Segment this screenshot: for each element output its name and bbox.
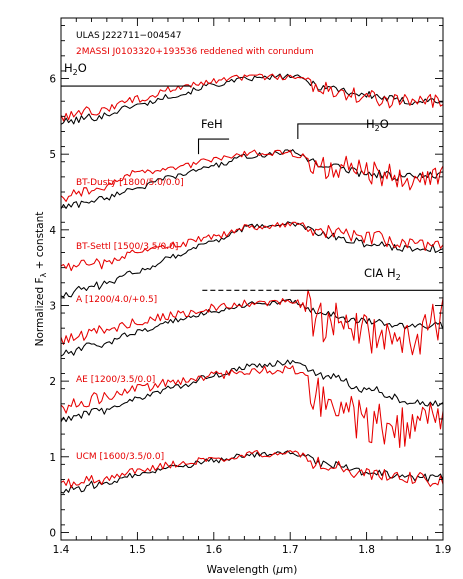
model-spectrum-4 xyxy=(60,365,444,449)
observed-spectrum-1 xyxy=(60,149,444,210)
feh-bracket xyxy=(197,138,230,155)
model-spectrum-2 xyxy=(60,221,444,272)
object-label: ULAS J222711−004547 xyxy=(76,31,181,41)
model-spectrum-0 xyxy=(60,73,444,122)
observed-spectrum-0 xyxy=(60,73,444,125)
cia-h2-label: CIA H2 xyxy=(364,266,401,282)
x-tick-label: 1.4 xyxy=(53,544,70,556)
y-tick-label: 2 xyxy=(49,376,56,388)
model-spectrum-3 xyxy=(60,289,444,356)
model-spectrum-1 xyxy=(60,149,444,202)
x-axis-title: Wavelength (μm) xyxy=(207,564,298,576)
x-tick-label: 1.7 xyxy=(282,544,299,556)
feh-label: FeH xyxy=(201,117,223,131)
model-spectrum-5 xyxy=(60,449,444,489)
comparison-label: 2MASSI J0103320+193536 reddened with cor… xyxy=(76,47,314,57)
y-tick-label: 3 xyxy=(49,300,56,312)
h2o-right-bracket xyxy=(297,123,443,140)
series-label-ucm: UCM [1600/3.5/0.0] xyxy=(76,452,164,462)
h2o-left-label: H2O xyxy=(64,61,87,77)
series-label-a: A [1200/4.0/+0.5] xyxy=(76,295,157,305)
series-label-bt-dusty: BT-Dusty [1800/5.0/0.0] xyxy=(76,178,184,188)
observed-spectrum-3 xyxy=(60,298,444,357)
observed-spectrum-2 xyxy=(60,221,444,298)
y-tick-label: 1 xyxy=(49,452,56,464)
spectra-group xyxy=(60,73,444,494)
y-tick-label: 0 xyxy=(49,527,56,539)
x-tick-label: 1.6 xyxy=(205,544,222,556)
feature-markers xyxy=(61,85,443,291)
observed-spectrum-4 xyxy=(60,359,444,423)
observed-spectrum-5 xyxy=(60,450,444,494)
x-tick-label: 1.8 xyxy=(358,544,375,556)
x-tick-label: 1.5 xyxy=(129,544,146,556)
x-tick-label: 1.9 xyxy=(435,544,452,556)
h2o-right-label: H2O xyxy=(366,117,389,133)
y-tick-label: 4 xyxy=(49,225,56,237)
y-axis-title: Normalized Fλ + constant xyxy=(34,212,48,347)
plot-frame xyxy=(60,17,444,541)
axes-group: 1.4 1.5 1.6 1.7 1.8 1.9 0 1 2 3 4 5 6 xyxy=(49,18,451,556)
series-label-ae: AE [1200/3.5/0.0] xyxy=(76,375,155,385)
y-tick-label: 6 xyxy=(49,74,56,86)
series-label-bt-settl: BT-Settl [1500/3.5/0.0] xyxy=(76,242,178,252)
y-tick-label: 5 xyxy=(49,149,56,161)
